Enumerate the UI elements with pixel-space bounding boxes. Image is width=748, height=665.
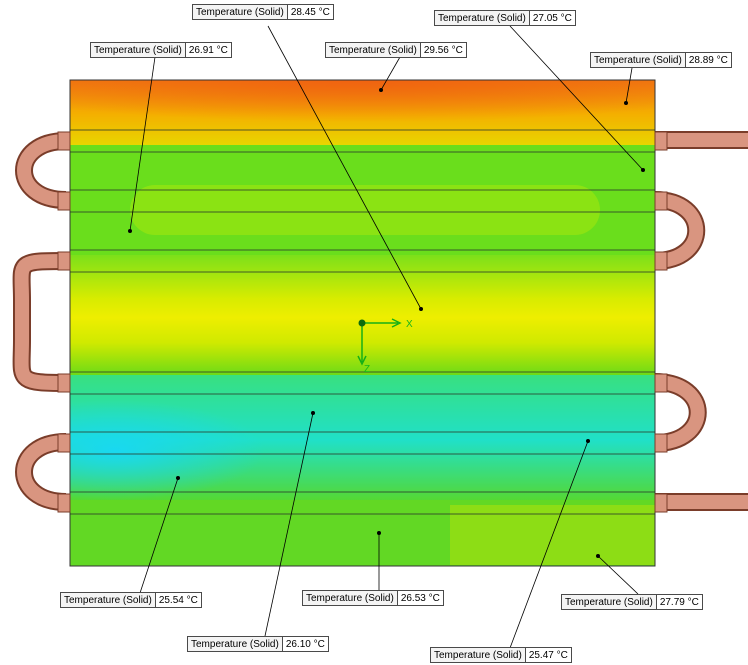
cold-plate: [69, 79, 656, 567]
probe-label[interactable]: Temperature (Solid) 26.53 °C: [302, 590, 444, 606]
tube-lines: [70, 129, 655, 515]
probe-label[interactable]: Temperature (Solid) 29.56 °C: [325, 42, 467, 58]
probe-point: [624, 101, 628, 105]
probe-point: [377, 531, 381, 535]
probe-label[interactable]: Temperature (Solid) 25.47 °C: [430, 647, 572, 663]
coordinate-triad: X Z: [357, 318, 413, 375]
probe-label[interactable]: Temperature (Solid) 28.89 °C: [590, 52, 732, 68]
x-axis-label: X: [406, 319, 413, 330]
probe-label-name: Temperature (Solid): [591, 53, 686, 67]
probe-label[interactable]: Temperature (Solid) 26.91 °C: [90, 42, 232, 58]
pipe-bends-left: [12, 132, 67, 511]
probe-label-name: Temperature (Solid): [91, 43, 186, 57]
pipe-bends-right: [654, 131, 748, 511]
probe-label-name: Temperature (Solid): [61, 593, 156, 607]
probe-label-name: Temperature (Solid): [431, 648, 526, 662]
probe-label-name: Temperature (Solid): [193, 5, 288, 19]
probe-label-value: 26.53 °C: [397, 591, 443, 605]
probe-point: [596, 554, 600, 558]
probe-label-value: 25.47 °C: [525, 648, 571, 662]
probe-label[interactable]: Temperature (Solid) 27.05 °C: [434, 10, 576, 26]
pipe-stubs: [57, 131, 668, 513]
probe-label[interactable]: Temperature (Solid) 25.54 °C: [60, 592, 202, 608]
probe-label[interactable]: Temperature (Solid) 27.79 °C: [561, 594, 703, 610]
probe-label-name: Temperature (Solid): [303, 591, 398, 605]
probe-label-name: Temperature (Solid): [326, 43, 421, 57]
probe-point: [176, 476, 180, 480]
probe-label-value: 27.05 °C: [529, 11, 575, 25]
probe-point: [128, 229, 132, 233]
probe-label-value: 26.91 °C: [185, 43, 231, 57]
probe-label-value: 28.89 °C: [685, 53, 731, 67]
probe-label-value: 28.45 °C: [287, 5, 333, 19]
probe-label-value: 26.10 °C: [282, 637, 328, 651]
leader-lines: [129, 25, 644, 649]
probe-label-name: Temperature (Solid): [435, 11, 530, 25]
probe-label-value: 25.54 °C: [155, 593, 201, 607]
probe-point: [419, 307, 423, 311]
probe-point: [311, 411, 315, 415]
probe-label-value: 29.56 °C: [420, 43, 466, 57]
probe-point: [379, 88, 383, 92]
probe-point: [641, 168, 645, 172]
probe-label[interactable]: Temperature (Solid) 26.10 °C: [187, 636, 329, 652]
probe-point: [586, 439, 590, 443]
probe-label-value: 27.79 °C: [656, 595, 702, 609]
probe-label-name: Temperature (Solid): [188, 637, 283, 651]
probe-points: [128, 88, 645, 558]
probe-label-name: Temperature (Solid): [562, 595, 657, 609]
probe-label[interactable]: Temperature (Solid) 28.45 °C: [192, 4, 334, 20]
z-axis-label: Z: [364, 364, 370, 375]
